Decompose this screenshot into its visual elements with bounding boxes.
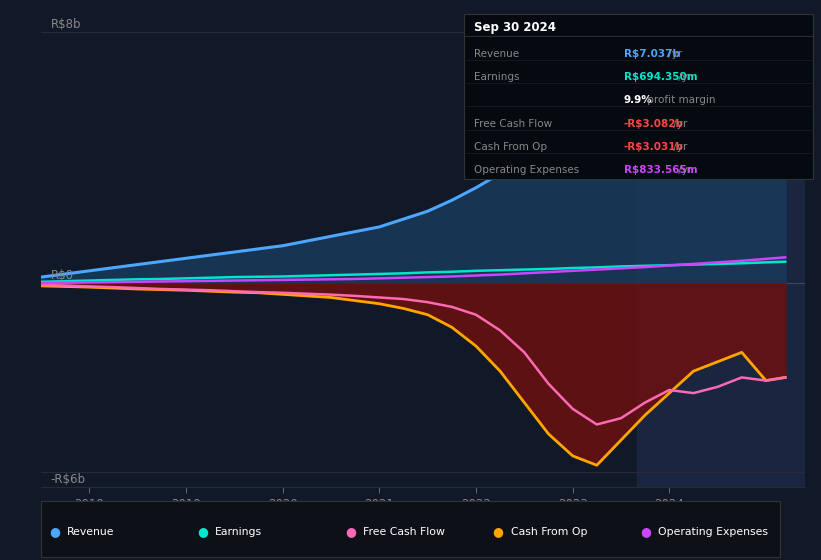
Text: Earnings: Earnings bbox=[215, 527, 262, 537]
Text: /yr: /yr bbox=[670, 119, 687, 129]
Text: 9.9%: 9.9% bbox=[624, 95, 653, 105]
Text: /yr: /yr bbox=[670, 142, 687, 152]
Text: /yr: /yr bbox=[675, 72, 692, 82]
Text: Sep 30 2024: Sep 30 2024 bbox=[474, 21, 556, 35]
Text: -R$3.082b: -R$3.082b bbox=[624, 119, 684, 129]
Text: R$8b: R$8b bbox=[51, 18, 81, 31]
Text: Cash From Op: Cash From Op bbox=[474, 142, 547, 152]
Text: /yr: /yr bbox=[665, 49, 682, 59]
Text: Revenue: Revenue bbox=[474, 49, 519, 59]
Text: R$7.037b: R$7.037b bbox=[624, 49, 680, 59]
Text: R$0: R$0 bbox=[51, 269, 74, 282]
Text: Revenue: Revenue bbox=[67, 527, 115, 537]
Text: -R$3.031b: -R$3.031b bbox=[624, 142, 684, 152]
Text: profit margin: profit margin bbox=[644, 95, 716, 105]
Text: ●: ● bbox=[49, 525, 60, 539]
Text: R$694.350m: R$694.350m bbox=[624, 72, 698, 82]
Bar bbox=[637, 17, 814, 487]
Text: ●: ● bbox=[640, 525, 651, 539]
Text: ●: ● bbox=[345, 525, 355, 539]
Text: ●: ● bbox=[197, 525, 208, 539]
Text: Operating Expenses: Operating Expenses bbox=[474, 165, 579, 175]
Text: Cash From Op: Cash From Op bbox=[511, 527, 587, 537]
Text: Free Cash Flow: Free Cash Flow bbox=[363, 527, 445, 537]
Text: R$833.565m: R$833.565m bbox=[624, 165, 698, 175]
Text: Free Cash Flow: Free Cash Flow bbox=[474, 119, 552, 129]
Text: ●: ● bbox=[493, 525, 503, 539]
Text: -R$6b: -R$6b bbox=[51, 473, 85, 486]
Text: Earnings: Earnings bbox=[474, 72, 519, 82]
Text: Operating Expenses: Operating Expenses bbox=[658, 527, 768, 537]
Text: /yr: /yr bbox=[675, 165, 692, 175]
